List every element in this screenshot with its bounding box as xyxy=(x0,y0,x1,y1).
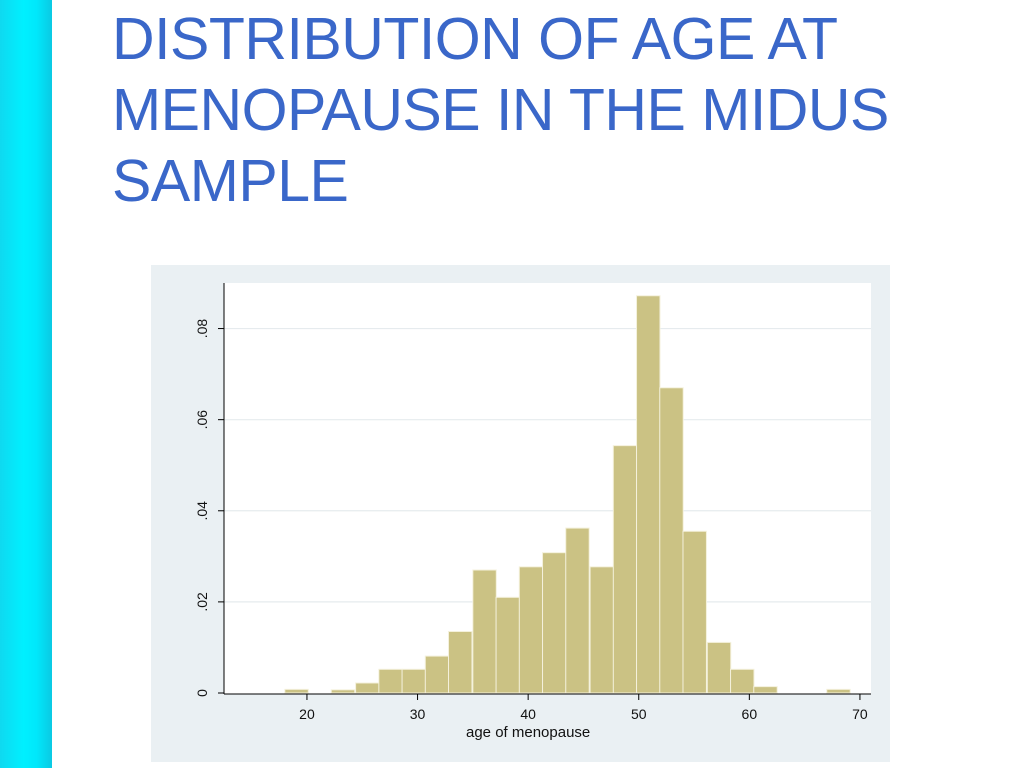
histogram-bar xyxy=(565,527,590,694)
histogram-bar xyxy=(636,295,661,694)
histogram-chart: 20 30 40 50 60 70 0 .02 .04 .06 .08 age of menopau… xyxy=(151,265,890,762)
histogram-bar xyxy=(753,686,778,694)
histogram-bar xyxy=(330,689,356,694)
x-tick-label: 60 xyxy=(742,706,758,722)
histogram-bar xyxy=(355,682,380,694)
x-tick-label: 50 xyxy=(631,706,647,722)
x-tick-label: 70 xyxy=(852,706,868,722)
y-tick-label: .04 xyxy=(194,501,210,521)
histogram-bar xyxy=(472,569,497,694)
histogram-bar xyxy=(612,445,638,694)
histogram-bar xyxy=(495,596,521,694)
histogram-bar xyxy=(448,631,473,694)
x-axis-title: age of menopause xyxy=(466,724,590,741)
histogram-bar xyxy=(730,668,755,694)
histogram-bar xyxy=(542,552,567,694)
histogram-bar xyxy=(706,641,732,694)
histogram-bar xyxy=(659,387,684,694)
histogram-bar xyxy=(401,668,427,694)
histogram-bar xyxy=(589,566,615,694)
slide-accent-bar xyxy=(0,0,52,768)
y-tick-label: .06 xyxy=(194,410,210,430)
y-tick-label: 0 xyxy=(194,689,210,697)
histogram-bar xyxy=(682,530,707,694)
histogram-svg: 20 30 40 50 60 70 0 .02 .04 .06 .08 age of menopau… xyxy=(194,283,871,741)
gridlines xyxy=(224,327,871,603)
y-tick-label: .08 xyxy=(194,319,210,339)
histogram-bar xyxy=(826,688,851,694)
x-tick-label: 40 xyxy=(520,706,536,722)
x-tick-label: 20 xyxy=(299,706,315,722)
x-tick-label: 30 xyxy=(410,706,426,722)
histogram-bar xyxy=(284,688,309,694)
bars xyxy=(284,295,851,694)
axes: 20 30 40 50 60 70 0 .02 .04 .06 .08 xyxy=(194,283,871,722)
histogram-bar xyxy=(424,655,450,694)
y-tick-label: .02 xyxy=(194,592,210,612)
histogram-bar xyxy=(378,668,403,694)
slide-title: DISTRIBUTION OF AGE AT MENOPAUSE IN THE … xyxy=(112,6,889,214)
histogram-bar xyxy=(518,566,544,694)
